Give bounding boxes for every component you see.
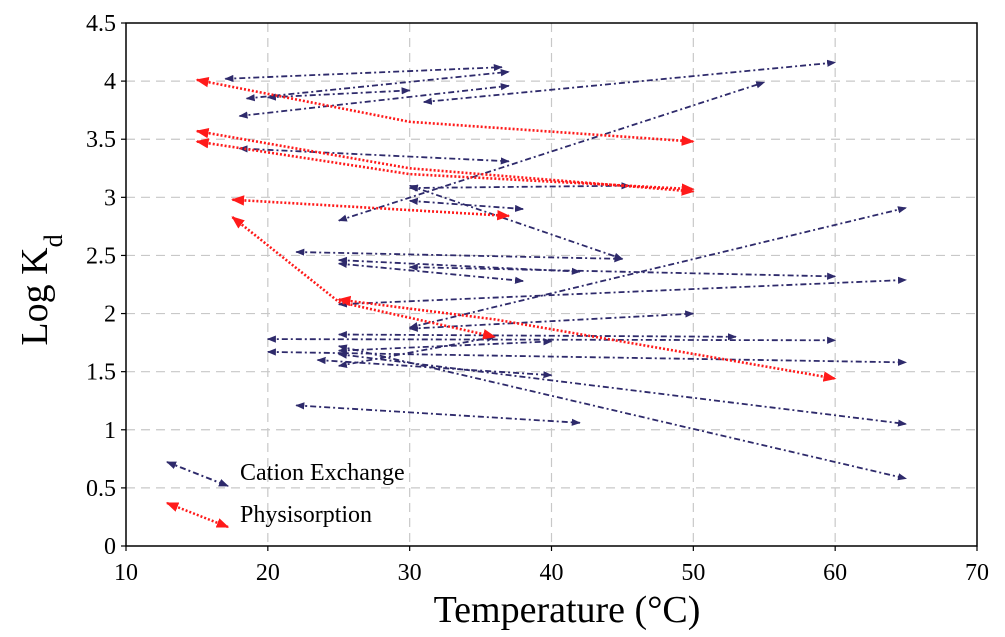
cation-exchange-arrow-8: [408, 182, 631, 192]
x-tick-label: 40: [540, 560, 564, 586]
x-tick-label: 60: [823, 560, 847, 586]
legend: Cation Exchange Physisorption: [165, 460, 405, 529]
legend-symbol-physisorption: [165, 501, 230, 529]
x-axis-ticks: 10 20 30 40 50 60 70: [114, 546, 989, 586]
y-tick-label: 3: [104, 185, 116, 211]
y-tick-label: 0: [104, 534, 116, 560]
y-axis-title: Log Kd: [14, 234, 68, 345]
cation-exchange-arrow-12: [337, 256, 581, 275]
cation-exchange-arrow-5: [422, 59, 837, 105]
legend-symbol-cation-exchange: [166, 461, 229, 487]
y-axis-title-main: Log K: [14, 247, 56, 346]
x-tick-label: 70: [965, 560, 989, 586]
cation-exchange-arrow-25: [337, 344, 907, 481]
y-tick-label: 2.5: [86, 243, 116, 269]
series-layer: [195, 59, 907, 481]
cation-exchange-arrow-10: [408, 184, 624, 260]
cation-exchange-arrow-26: [295, 402, 581, 426]
y-tick-label: 1.5: [86, 360, 116, 386]
cation-exchange-arrow-19: [337, 330, 737, 341]
cation-exchange-arrow-18: [266, 335, 837, 344]
physisorption-arrow-1: [195, 77, 695, 146]
x-tick-label: 10: [114, 560, 138, 586]
cation-exchange-arrow-14: [408, 263, 837, 280]
cation-exchange-arrow-13: [337, 260, 524, 284]
x-tick-label: 30: [398, 560, 422, 586]
physisorption-arrow-4: [231, 195, 511, 221]
cation-exchange-arrow-11: [295, 248, 624, 263]
y-tick-label: 4: [104, 69, 116, 95]
y-tick-label: 1: [104, 418, 116, 444]
x-axis-title: Temperature (°C): [434, 589, 701, 631]
y-tick-label: 3.5: [86, 127, 116, 153]
x-tick-label: 50: [681, 560, 705, 586]
physisorption-arrow-5: [231, 216, 497, 340]
y-tick-label: 0.5: [86, 476, 116, 502]
series-cation-exchange: [224, 59, 907, 481]
y-axis-title-subscript: d: [39, 234, 68, 247]
legend-label-cation-exchange: Cation Exchange: [240, 460, 405, 486]
y-tick-label: 2: [104, 302, 116, 328]
series-physisorption: [195, 77, 837, 382]
physisorption-arrow-6: [337, 295, 837, 382]
y-axis-ticks: 0 0.5 1 1.5 2 2.5 3 3.5 4 4.5: [86, 11, 126, 560]
physisorption-arrow-2: [195, 127, 695, 196]
cation-exchange-arrow-3: [238, 83, 510, 119]
cation-exchange-arrow-15: [337, 276, 907, 308]
y-tick-label: 4.5: [86, 11, 116, 37]
physisorption-arrow-3: [195, 138, 695, 194]
x-tick-label: 20: [256, 560, 280, 586]
legend-label-physisorption: Physisorption: [240, 502, 372, 528]
